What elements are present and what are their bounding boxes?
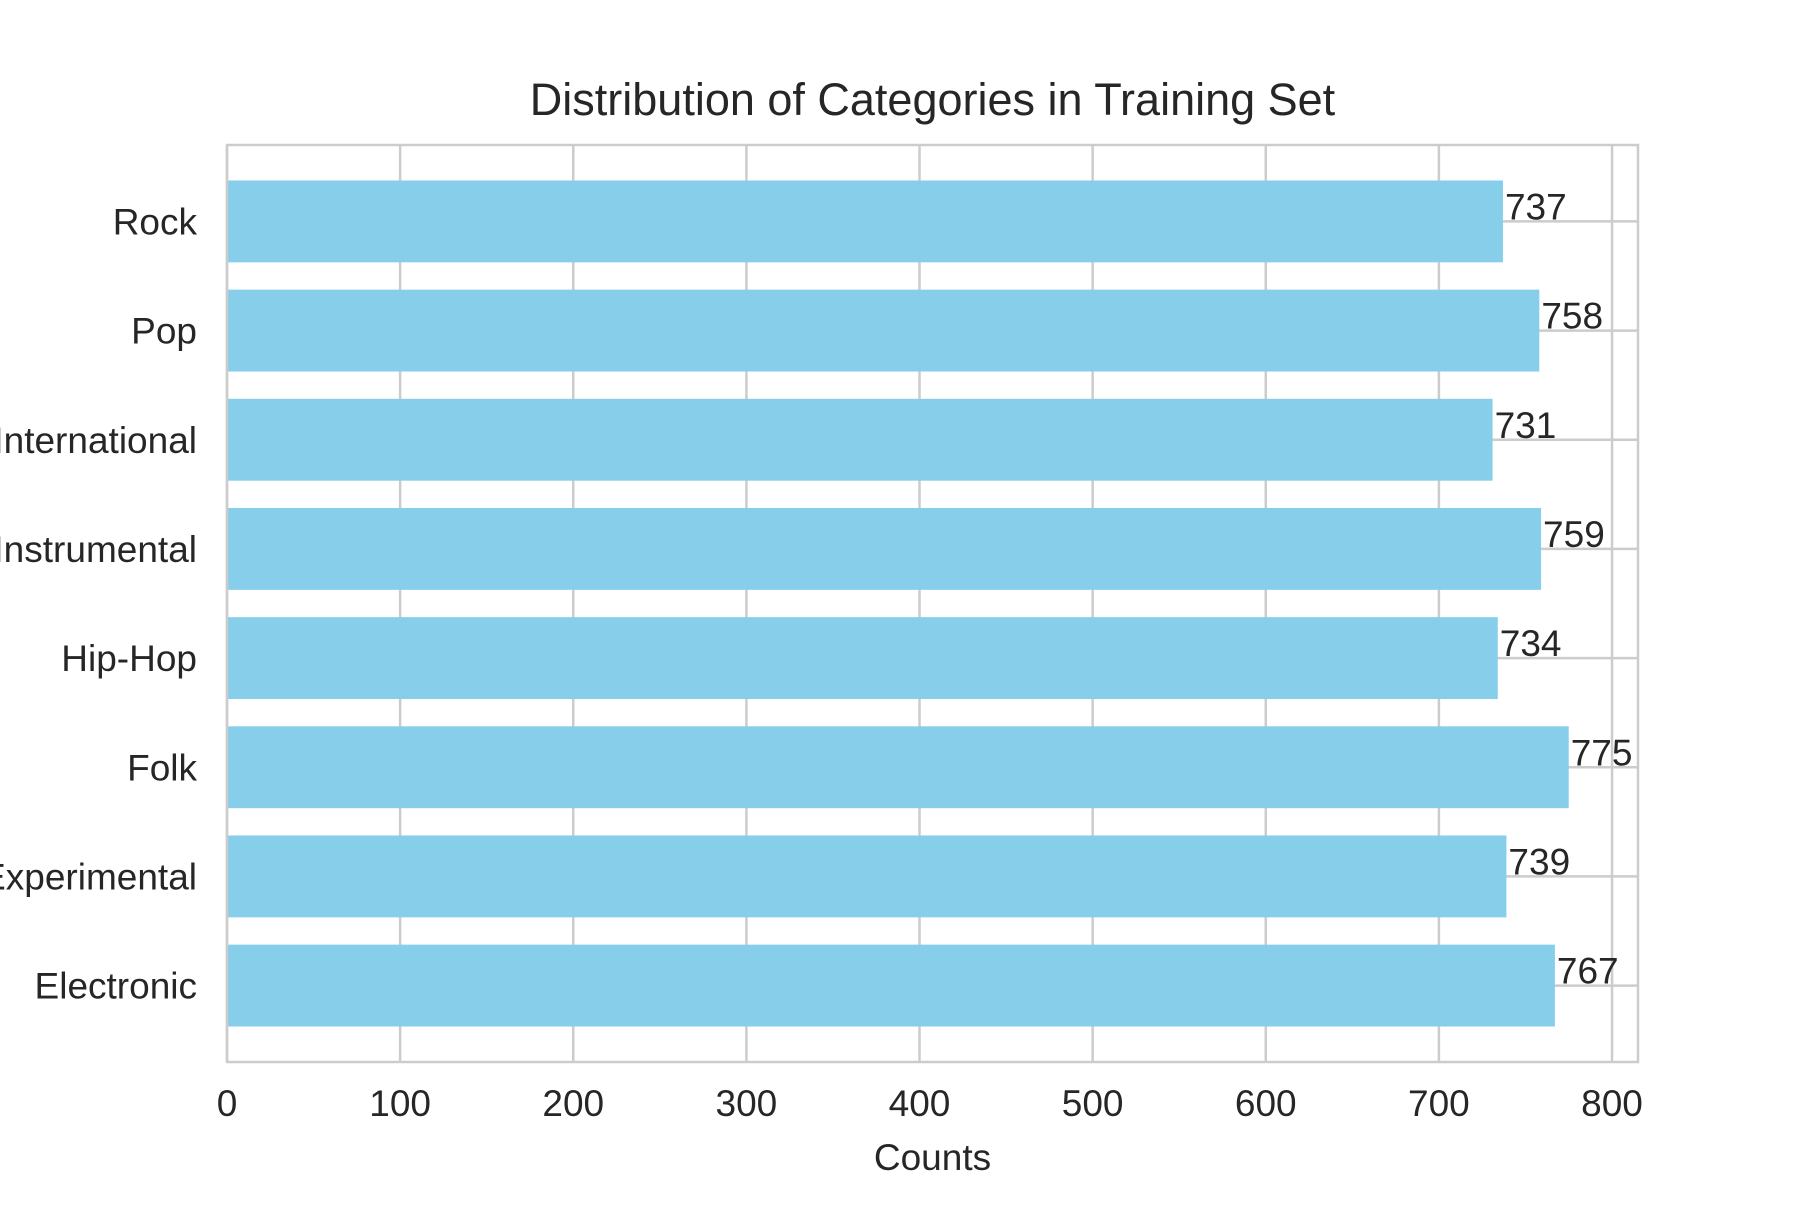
- bar: [227, 398, 1493, 481]
- bar: [227, 835, 1507, 918]
- bar: [227, 507, 1542, 590]
- bar-value-label: 739: [1508, 841, 1570, 882]
- x-tick-label: 200: [542, 1083, 604, 1124]
- chart-title: Distribution of Categories in Training S…: [530, 74, 1336, 125]
- x-tick-label: 400: [889, 1083, 951, 1124]
- y-tick-label: Folk: [127, 747, 197, 788]
- x-tick-label: 500: [1062, 1083, 1124, 1124]
- grid-lines: [225, 145, 1638, 1062]
- x-tick-label: 700: [1408, 1083, 1470, 1124]
- bar-value-label: 731: [1495, 405, 1557, 446]
- bar-value-label: 734: [1500, 623, 1562, 664]
- bar-value-label: 767: [1557, 951, 1619, 992]
- bar: [227, 617, 1498, 700]
- x-tick-label: 300: [716, 1083, 778, 1124]
- x-tick-label: 600: [1235, 1083, 1297, 1124]
- x-tick-label: 100: [369, 1083, 431, 1124]
- y-tick-label: International: [0, 420, 197, 461]
- bars: [227, 180, 1569, 1027]
- bar: [227, 289, 1540, 372]
- y-tick-labels: Electronic Experimental Folk Hip-Hop Instrum…: [0, 201, 197, 1006]
- y-tick-label: Rock: [113, 201, 198, 242]
- y-tick-label: Electronic: [35, 966, 197, 1007]
- x-tick-labels: 0 100 200 300 400 500 600 700 800: [217, 1083, 1643, 1124]
- bar-value-label: 737: [1505, 186, 1567, 227]
- data-labels: 767 739 775 734 759 731 758 737: [1495, 186, 1633, 991]
- x-tick-label: 800: [1581, 1083, 1643, 1124]
- bar: [227, 180, 1503, 263]
- y-tick-label: Pop: [131, 311, 197, 352]
- x-axis-label: Counts: [874, 1137, 991, 1178]
- x-tick-label: 0: [217, 1083, 238, 1124]
- axes-frame: [225, 143, 1640, 1064]
- bar: [227, 944, 1555, 1027]
- bar-value-label: 758: [1541, 296, 1603, 337]
- y-tick-label: Instrumental: [0, 529, 197, 570]
- y-tick-label: Hip-Hop: [61, 638, 197, 679]
- bar: [227, 726, 1569, 809]
- bar-value-label: 759: [1543, 514, 1605, 555]
- bar-value-label: 775: [1571, 732, 1633, 773]
- y-tick-label: Experimental: [0, 856, 197, 897]
